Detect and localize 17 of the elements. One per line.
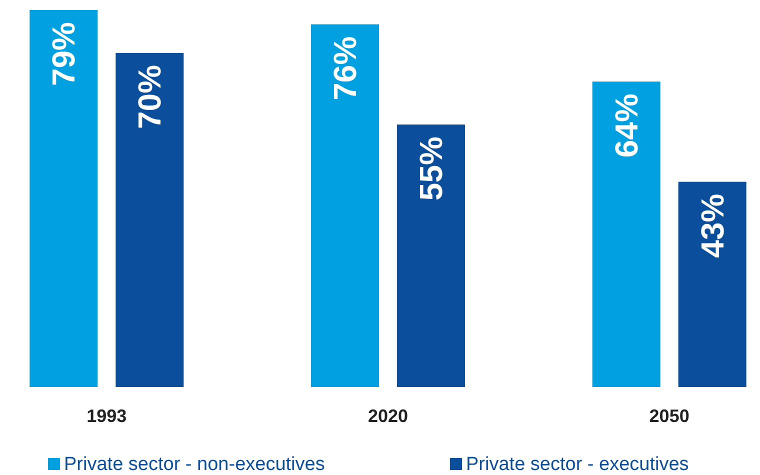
x-tick-label: 2020 bbox=[368, 406, 408, 426]
data-label: 43% bbox=[694, 194, 730, 258]
data-label: 70% bbox=[132, 64, 168, 129]
bar bbox=[116, 52, 184, 387]
legend-label: Private sector - executives bbox=[466, 454, 689, 475]
bar bbox=[678, 182, 746, 387]
bar bbox=[592, 82, 660, 387]
legend-label: Private sector - non-executives bbox=[64, 454, 325, 475]
data-label: 64% bbox=[608, 94, 644, 158]
bar bbox=[397, 124, 465, 387]
x-tick-label: 1993 bbox=[86, 406, 127, 426]
data-label: 79% bbox=[46, 22, 82, 86]
data-label: 76% bbox=[327, 36, 363, 100]
x-tick-label: 2050 bbox=[649, 406, 690, 426]
data-label: 55% bbox=[413, 136, 449, 201]
bar bbox=[30, 10, 98, 387]
bar bbox=[311, 24, 379, 387]
